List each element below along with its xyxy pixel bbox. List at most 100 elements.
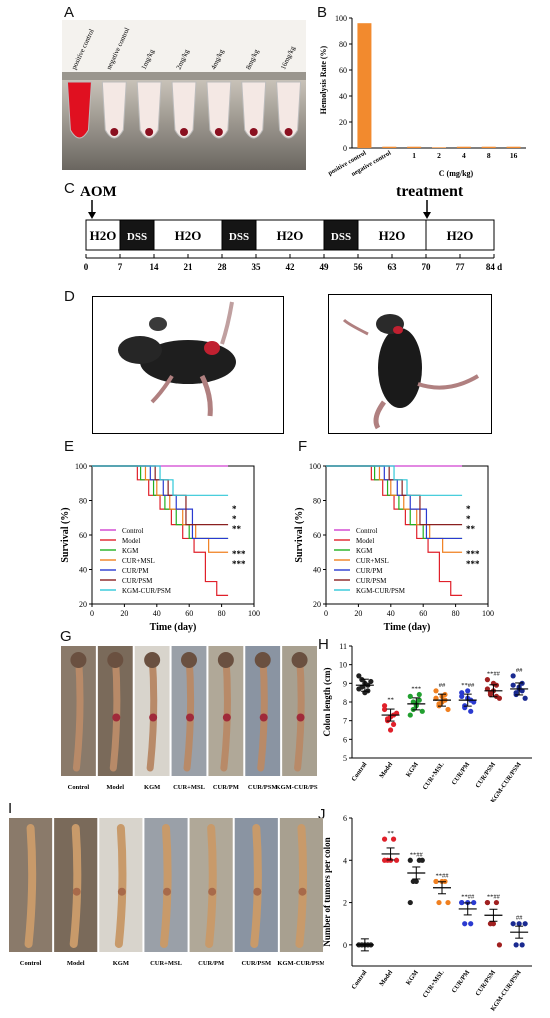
scatter-xtick: CUR+MSL	[422, 969, 446, 1000]
scatter-point	[510, 673, 516, 679]
scatter-point	[471, 899, 477, 906]
legend-entry: CUR/PSM	[122, 577, 153, 585]
timeline-tick: 56	[354, 262, 364, 272]
legend-entry: CUR+MSL	[122, 557, 155, 565]
scatter-point	[384, 716, 391, 722]
treatment-label: treatment	[396, 183, 464, 200]
colon-length-photos: Control Model KGM CUR+MSL CUR/PM CUR/PSMKGM-C…	[61, 646, 318, 791]
b-xtick: 8	[487, 151, 491, 160]
cecum	[144, 652, 161, 668]
scatter-point	[407, 693, 413, 699]
scatter-xtick: KGM	[405, 969, 420, 986]
timeline-tick: 14	[150, 262, 160, 272]
legend-entry: CUR/PSM	[356, 577, 387, 585]
significance-annotation: **##	[461, 682, 475, 689]
scatter-point	[516, 921, 522, 927]
scatter-point	[368, 678, 374, 685]
scatter-point	[459, 899, 465, 906]
survival-line	[92, 465, 229, 540]
significance-annotation: ##	[516, 915, 523, 922]
b-ytick: 60	[339, 66, 347, 75]
timeline-segment	[119, 219, 155, 251]
timeline-segment-label: H2O	[379, 228, 406, 243]
timeline-tick: 0	[84, 262, 89, 272]
scatter-point	[522, 921, 528, 927]
scatter-ylabel: Colon length (cm)	[322, 668, 332, 737]
significance-mark: *	[232, 514, 237, 524]
scatter-ytick: 2	[343, 899, 347, 908]
colon-specimen	[294, 652, 305, 772]
scatter-point	[356, 686, 362, 692]
scatter-point	[522, 695, 528, 701]
scatter-point	[510, 682, 516, 688]
scatter-point	[433, 878, 439, 885]
survival-line	[326, 465, 463, 526]
b-xtick: 16	[510, 151, 518, 160]
panel-label-c: C	[64, 180, 75, 197]
cecum	[181, 652, 197, 668]
colon-specimen	[205, 824, 217, 948]
survival-ytick: 40	[79, 566, 87, 575]
colon-photo-label: CUR+MSL	[173, 784, 206, 791]
pellet	[249, 128, 258, 136]
survival-ytick: 80	[79, 497, 87, 506]
survival-xtick: 60	[185, 609, 193, 618]
scatter-point	[468, 708, 474, 714]
b-xlabel: C (mg/kg)	[439, 169, 474, 178]
tube	[276, 81, 302, 139]
legend-entry: Control	[122, 527, 143, 535]
b-bar	[456, 146, 471, 148]
colon-specimen	[183, 652, 195, 772]
scatter-point	[496, 942, 503, 948]
timeline-segment-label: DSS	[127, 231, 147, 243]
scatter-xtick: KGM	[405, 761, 420, 778]
significance-mark: ***	[232, 549, 246, 559]
survival-ylabel: Survival (%)	[60, 507, 71, 562]
survival-xtick: 80	[218, 609, 226, 618]
significance-annotation: **	[387, 697, 394, 704]
timeline-segment	[357, 219, 427, 251]
colon-photo-label: CUR+MSL	[150, 960, 183, 967]
scatter-ytick: 8	[343, 698, 347, 707]
b-ytick: 40	[339, 92, 347, 101]
timeline-tick: 21	[184, 262, 194, 272]
scatter-xtick: CUR/PSM	[474, 969, 497, 997]
tube	[66, 81, 92, 139]
scatter-point	[468, 921, 474, 927]
lesion	[117, 887, 126, 896]
scatter-ylabel: Number of tumors per colon	[322, 837, 332, 946]
b-xtick: 4	[462, 151, 466, 160]
timeline-segment-label: H2O	[90, 228, 117, 243]
colon-specimen	[72, 652, 84, 772]
b-xtick: 2	[437, 151, 441, 160]
tube	[136, 81, 162, 139]
scatter-point	[459, 690, 465, 696]
b-ylabel: Hemolysis Rate (%)	[319, 45, 328, 114]
timeline-segment-label: H2O	[277, 228, 304, 243]
scatter-ytick: 4	[343, 856, 347, 865]
survival-xtick: 0	[324, 609, 328, 618]
lesion	[298, 887, 307, 896]
timeline-segment-label: DSS	[229, 231, 249, 243]
colon-specimen	[250, 824, 262, 948]
scatter-point	[407, 712, 413, 718]
significance-mark: *	[466, 514, 471, 524]
timeline-segment-label: DSS	[331, 231, 351, 243]
lesion	[149, 713, 158, 722]
timeline-tick: 7	[118, 262, 123, 272]
significance-mark: *	[232, 504, 237, 514]
timeline-segment	[85, 219, 121, 251]
survival-ytick: 100	[75, 462, 87, 471]
scatter-xtick: CUR/PM	[451, 761, 472, 786]
lesion	[112, 713, 121, 722]
survival-xtick: 80	[452, 609, 460, 618]
lesion	[259, 713, 268, 722]
b-ytick: 0	[343, 144, 347, 153]
colon-specimen	[114, 824, 127, 948]
scatter-xtick: CUR+MSL	[422, 761, 446, 792]
scatter-point	[436, 701, 442, 707]
timeline-segment-label: H2O	[447, 228, 474, 243]
b-xtick: 1	[412, 151, 416, 160]
